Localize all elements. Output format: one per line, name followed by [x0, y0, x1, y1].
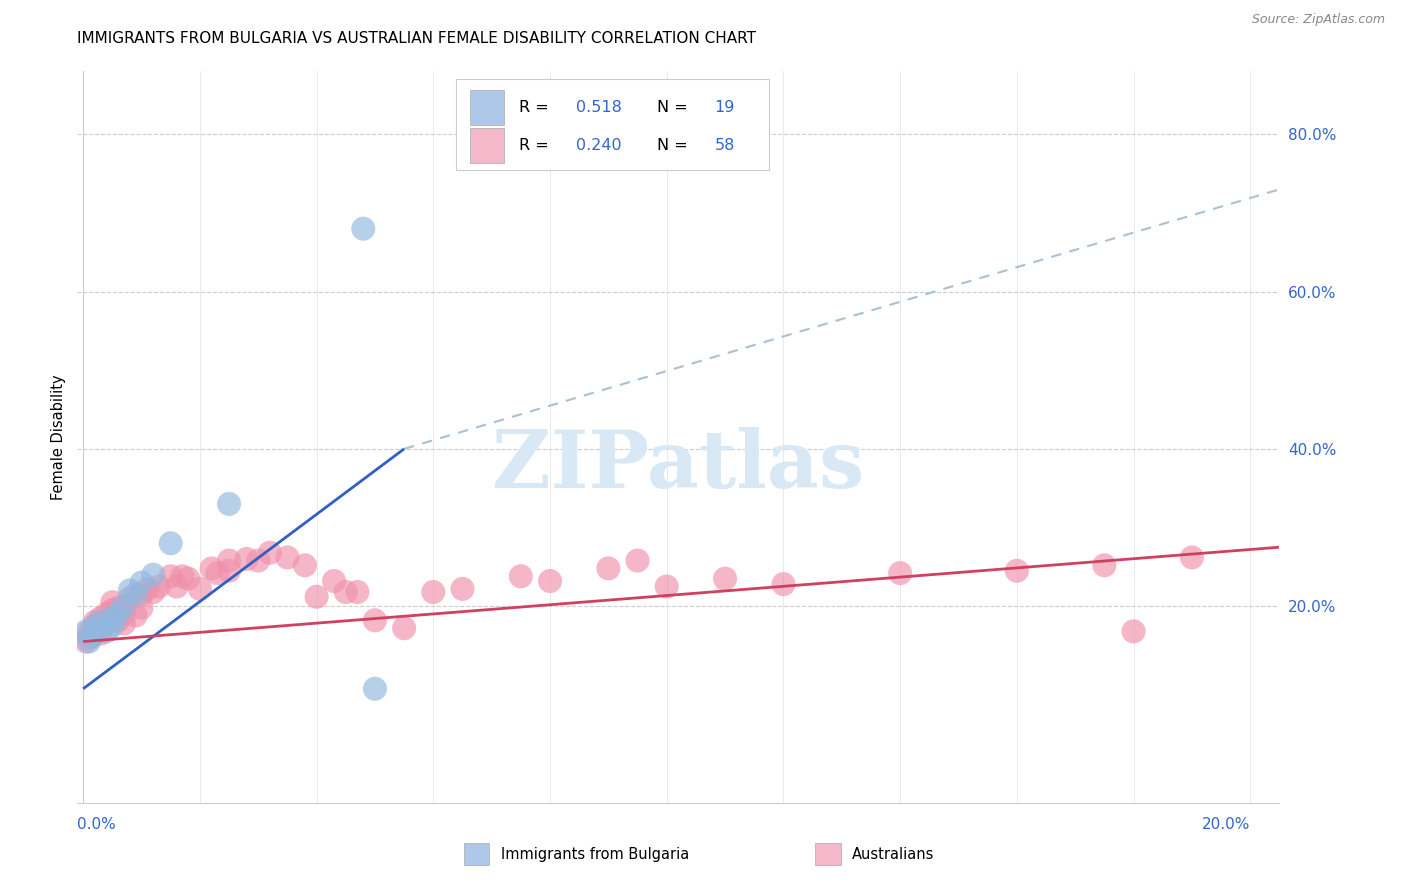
Point	[247, 553, 270, 567]
Point	[131, 575, 153, 590]
Point	[172, 569, 194, 583]
Point	[90, 611, 112, 625]
Point	[77, 631, 100, 645]
Text: N =: N =	[657, 137, 693, 153]
Point	[131, 587, 153, 601]
Point	[83, 615, 105, 629]
Point	[112, 599, 135, 614]
Text: 0.240: 0.240	[576, 137, 621, 153]
Point	[75, 624, 97, 639]
Point	[1005, 564, 1028, 578]
Point	[107, 607, 129, 621]
Point	[422, 585, 444, 599]
Point	[218, 564, 240, 578]
Text: R =: R =	[519, 137, 554, 153]
Point	[392, 621, 415, 635]
Text: Source: ZipAtlas.com: Source: ZipAtlas.com	[1251, 13, 1385, 27]
Point	[626, 553, 648, 567]
Point	[83, 626, 105, 640]
Point	[364, 681, 387, 696]
Text: 19: 19	[714, 100, 735, 115]
Point	[889, 566, 911, 581]
Point	[125, 608, 148, 623]
Point	[159, 536, 181, 550]
Point	[218, 553, 240, 567]
Point	[77, 624, 100, 639]
Point	[107, 613, 129, 627]
Text: 58: 58	[714, 137, 735, 153]
Point	[90, 623, 112, 637]
Point	[1092, 558, 1115, 573]
Point	[598, 561, 620, 575]
Point	[305, 590, 328, 604]
Point	[772, 577, 794, 591]
Point	[90, 615, 112, 629]
Bar	[471, 128, 505, 162]
Point	[112, 616, 135, 631]
Point	[188, 582, 211, 596]
Point	[655, 580, 678, 594]
Point	[136, 582, 159, 596]
FancyBboxPatch shape	[456, 78, 769, 170]
Point	[235, 552, 257, 566]
Point	[451, 582, 474, 596]
Text: N =: N =	[657, 100, 693, 115]
Point	[80, 629, 103, 643]
Point	[294, 558, 316, 573]
Point	[83, 619, 105, 633]
Point	[509, 569, 531, 583]
Point	[112, 607, 135, 621]
Point	[335, 585, 357, 599]
Point	[142, 567, 165, 582]
Text: 0.518: 0.518	[576, 100, 621, 115]
Point	[166, 580, 188, 594]
Text: R =: R =	[519, 100, 554, 115]
Point	[200, 561, 222, 575]
Point	[101, 603, 124, 617]
Point	[1122, 624, 1144, 639]
Text: 20.0%: 20.0%	[1202, 817, 1250, 832]
Point	[131, 600, 153, 615]
Point	[80, 629, 103, 643]
Point	[714, 572, 737, 586]
Point	[218, 497, 240, 511]
Point	[352, 221, 374, 235]
Point	[177, 572, 200, 586]
Text: IMMIGRANTS FROM BULGARIA VS AUSTRALIAN FEMALE DISABILITY CORRELATION CHART: IMMIGRANTS FROM BULGARIA VS AUSTRALIAN F…	[77, 31, 756, 46]
Point	[364, 613, 387, 627]
Point	[323, 574, 346, 588]
Point	[346, 585, 368, 599]
Point	[101, 611, 124, 625]
Point	[118, 591, 141, 606]
Point	[101, 619, 124, 633]
Point	[90, 626, 112, 640]
Point	[107, 600, 129, 615]
Point	[125, 587, 148, 601]
Point	[75, 634, 97, 648]
Point	[101, 595, 124, 609]
Point	[77, 634, 100, 648]
Point	[1181, 550, 1204, 565]
Point	[96, 616, 118, 631]
Text: Australians: Australians	[852, 847, 935, 862]
Bar	[471, 89, 505, 125]
Point	[83, 619, 105, 633]
Point	[207, 566, 229, 581]
Point	[538, 574, 561, 588]
Text: Immigrants from Bulgaria: Immigrants from Bulgaria	[501, 847, 689, 862]
Text: ZIPatlas: ZIPatlas	[492, 427, 865, 506]
Y-axis label: Female Disability: Female Disability	[51, 375, 66, 500]
Point	[90, 621, 112, 635]
Point	[118, 583, 141, 598]
Point	[96, 624, 118, 639]
Text: 0.0%: 0.0%	[77, 817, 117, 832]
Point	[148, 580, 170, 594]
Point	[142, 585, 165, 599]
Point	[96, 607, 118, 621]
Point	[159, 569, 181, 583]
Point	[259, 546, 281, 560]
Point	[276, 550, 298, 565]
